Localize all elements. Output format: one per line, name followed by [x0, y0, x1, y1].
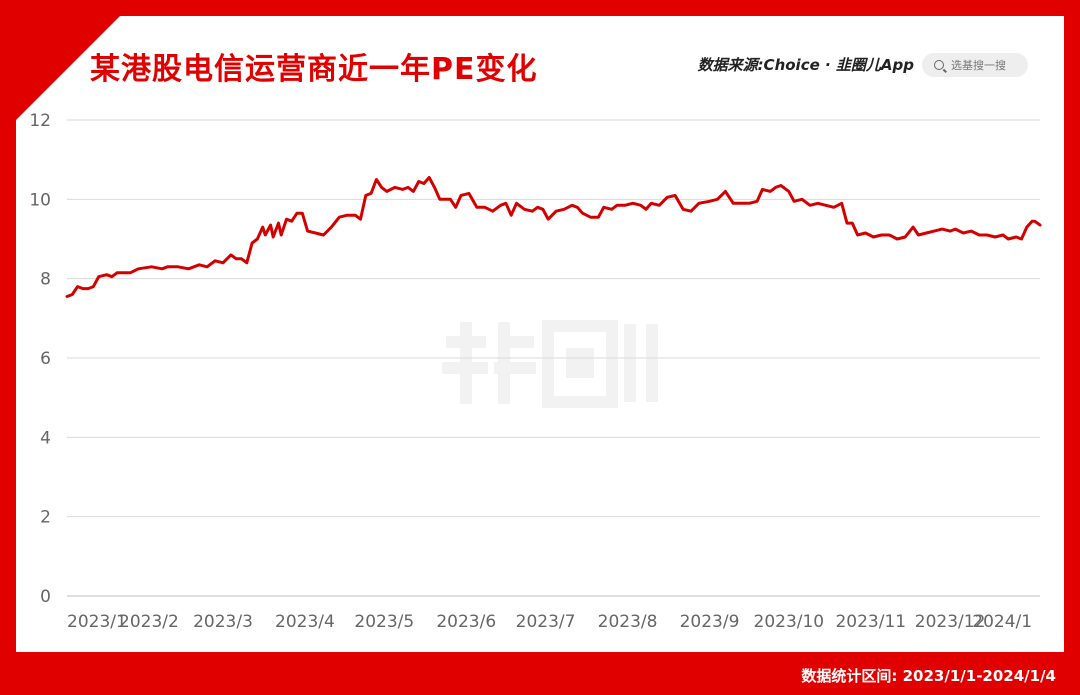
corner-accent — [16, 16, 120, 120]
x-tick-label: 2023/12 — [915, 612, 986, 632]
search-box[interactable]: 选基搜一搜 — [922, 53, 1028, 77]
chart-header: 某港股电信运营商近一年PE变化 数据来源:Choice · 韭圈儿App 选基搜… — [16, 16, 1064, 116]
x-tick-label: 2024/1 — [972, 612, 1032, 632]
x-tick-label: 2023/5 — [354, 612, 414, 632]
search-placeholder: 选基搜一搜 — [951, 59, 1006, 72]
search-icon — [934, 60, 944, 70]
x-tick-label: 2023/11 — [835, 612, 906, 632]
y-tick-label: 6 — [40, 349, 51, 369]
x-tick-label: 2023/10 — [754, 612, 825, 632]
x-tick-label: 2023/3 — [193, 612, 253, 632]
x-tick-label: 2023/7 — [516, 612, 576, 632]
y-tick-label: 0 — [40, 587, 51, 607]
page-title: 某港股电信运营商近一年PE变化 — [90, 52, 538, 87]
watermark-logo-icon — [442, 320, 658, 408]
y-tick-label: 4 — [40, 428, 51, 448]
y-tick-label: 12 — [29, 111, 51, 131]
y-tick-label: 8 — [40, 270, 51, 290]
x-tick-label: 2023/6 — [436, 612, 496, 632]
x-tick-label: 2023/1 — [67, 612, 127, 632]
stat-range-footer: 数据统计区间: 2023/1/1-2024/1/4 — [801, 667, 1056, 685]
chart-card: 某港股电信运营商近一年PE变化 数据来源:Choice · 韭圈儿App 选基搜… — [16, 16, 1064, 652]
x-tick-label: 2023/2 — [119, 612, 179, 632]
y-tick-label: 10 — [29, 190, 51, 210]
x-tick-label: 2023/9 — [680, 612, 740, 632]
data-source-label: 数据来源:Choice · 韭圈儿App — [697, 56, 914, 74]
y-tick-label: 2 — [40, 508, 51, 528]
series-line-pe — [65, 176, 1042, 298]
x-tick-label: 2023/4 — [275, 612, 335, 632]
x-tick-label: 2023/8 — [598, 612, 658, 632]
